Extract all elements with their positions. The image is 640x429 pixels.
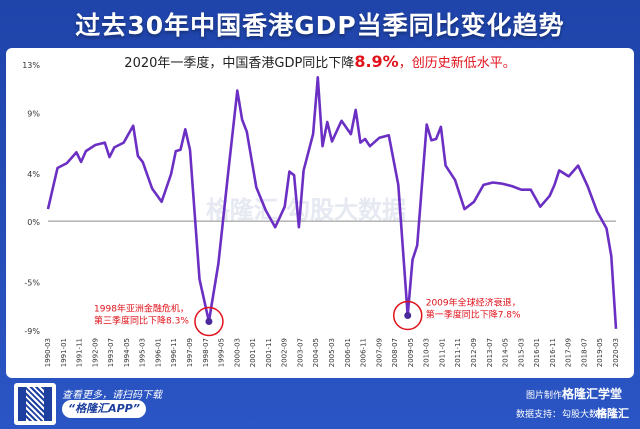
app-badge[interactable]: “格隆汇APP” [62,400,147,418]
data-source-label: 数据支持： [516,410,562,420]
subtitle-prefix: 2020年一季度，中国香港GDP同比下降 [124,56,355,71]
x-tick-label: 2011-11 [454,338,462,367]
x-tick-label: 2005-03 [328,338,336,367]
x-tick-label: 1995-03 [139,338,147,367]
chart-subtitle: 2020年一季度，中国香港GDP同比下降8.9%，创历史新低水平。 [0,52,640,71]
y-tick-label: -9% [24,327,40,336]
x-tick-label: 2009-05 [407,338,415,367]
series-line [46,76,618,329]
x-tick-label: 2006-01 [344,338,352,367]
x-tick-label: 1997-09 [186,338,194,367]
x-tick-label: 2011-01 [438,338,446,367]
line-chart: 格隆汇 勾股大数据 13% 9% 4% 0% -5% -9% 1990-03 1991-01 19… [22,61,620,367]
annotation-label: 1998年亚洲金融危机， [94,303,189,315]
watermark: 格隆汇 勾股大数据 [206,196,406,224]
x-tick-label: 2002-09 [281,338,289,367]
x-tick-label: 1999-05 [218,338,226,367]
x-tick-label: 2001-11 [265,338,273,367]
annotation-point [205,318,213,326]
x-tick-label: 2015-03 [517,338,525,367]
subtitle-suffix: ，创历史新低水平。 [398,56,516,71]
x-tick-label: 1991-11 [76,338,84,367]
x-tick-label: 2006-11 [360,338,368,367]
qr-code-icon[interactable] [14,383,56,425]
x-tick-label: 1992-09 [91,338,99,367]
annotation-point [404,311,412,319]
x-tick-label: 1991-01 [60,338,68,367]
x-tick-label: 2003-07 [296,338,304,367]
x-tick-label: 1996-11 [170,338,178,367]
annotation-circle [194,306,224,337]
page-title: 过去30年中国香港GDP当季同比变化趋势 [75,11,565,40]
subtitle-value: 8.9% [354,52,399,71]
x-tick-label: 2018-07 [580,338,588,367]
annotation-circle [392,300,423,331]
y-tick-label: 9% [27,109,40,118]
x-tick-label: 2010-03 [423,338,431,367]
x-tick-label: 2020-03 [612,338,620,367]
y-tick-label: 0% [27,218,40,227]
x-tick-label: 2016-11 [549,338,557,367]
x-tick-label: 2000-03 [233,338,241,367]
x-tick-label: 2008-07 [391,338,399,367]
made-by-label: 图片制作： [526,391,572,401]
scan-prompt: 查看更多，请扫码下载 [62,390,162,401]
x-tick-label: 1990-03 [44,338,52,367]
annotation-label: 2009年全球经济衰退， [426,296,521,308]
annotation-label: 第一季度同比下降7.8% [426,308,521,320]
x-tick-label: 1994-05 [123,338,131,367]
x-tick-label: 2001-01 [249,338,257,367]
brand-logo: 格隆汇 [596,407,629,420]
annotation-label: 第三季度同比下降8.3% [94,315,189,327]
data-source-brand: 勾股大数据 [562,410,608,420]
x-tick-label: 1998-07 [202,338,210,367]
x-tick-label: 1996-01 [154,338,162,367]
made-by-brand: 格隆汇学堂 [562,387,623,401]
footer: 查看更多，请扫码下载 “格隆汇APP” 图片制作： 格隆汇学堂 数据支持： 勾股… [0,380,640,429]
x-tick-label: 2012-09 [470,338,478,367]
y-tick-label: 4% [27,170,40,179]
y-tick-label: -5% [24,279,40,288]
x-tick-label: 1993-07 [107,338,115,367]
x-tick-label: 2016-01 [533,338,541,367]
x-tick-label: 2014-05 [502,338,510,367]
chart-card: 格隆汇 勾股大数据 13% 9% 4% 0% -5% -9% 1990-03 1991-01 19… [6,48,634,378]
x-tick-label: 2017-09 [565,338,573,367]
x-tick-label: 2004-05 [312,338,320,367]
y-tick-label: 13% [22,61,40,70]
x-tick-label: 2007-09 [375,338,383,367]
x-tick-label: 2019-05 [596,338,604,367]
x-tick-label: 2013-07 [486,338,494,367]
